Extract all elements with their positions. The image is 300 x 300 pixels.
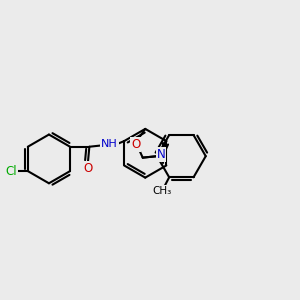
Text: Cl: Cl [6,165,17,178]
Text: CH₃: CH₃ [152,186,171,196]
Text: O: O [83,162,92,175]
Text: NH: NH [101,140,118,149]
Text: N: N [157,148,165,161]
Text: O: O [131,138,140,151]
